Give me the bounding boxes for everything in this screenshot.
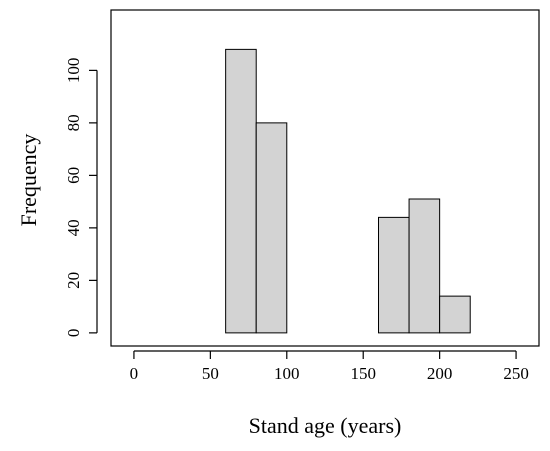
y-tick-label: 100 [64, 58, 83, 84]
histogram-bar [408, 198, 441, 334]
histogram-bar [378, 216, 410, 334]
bars [225, 48, 471, 334]
y-tick-label: 40 [64, 219, 83, 236]
x-tick-label: 50 [202, 364, 219, 383]
y-tick-label: 80 [64, 114, 83, 131]
y-axis: 0 20 40 60 80 100 [64, 58, 98, 338]
y-tick-label: 60 [64, 167, 83, 184]
y-tick-label: 0 [64, 329, 83, 338]
x-tick-label: 150 [350, 364, 376, 383]
y-tick-label: 20 [64, 272, 83, 289]
histogram-bar [439, 295, 471, 334]
histogram-bar [255, 122, 288, 334]
x-tick-label: 250 [503, 364, 529, 383]
plot-frame [110, 9, 540, 347]
histogram-bar [225, 48, 257, 334]
x-tick-label: 100 [274, 364, 300, 383]
x-tick-label: 0 [130, 364, 139, 383]
x-tick-label: 200 [427, 364, 453, 383]
x-axis-title: Stand age (years) [249, 413, 402, 438]
y-axis-title: Frequency [16, 134, 41, 227]
x-axis: 0 50 100 150 200 250 [130, 350, 529, 383]
